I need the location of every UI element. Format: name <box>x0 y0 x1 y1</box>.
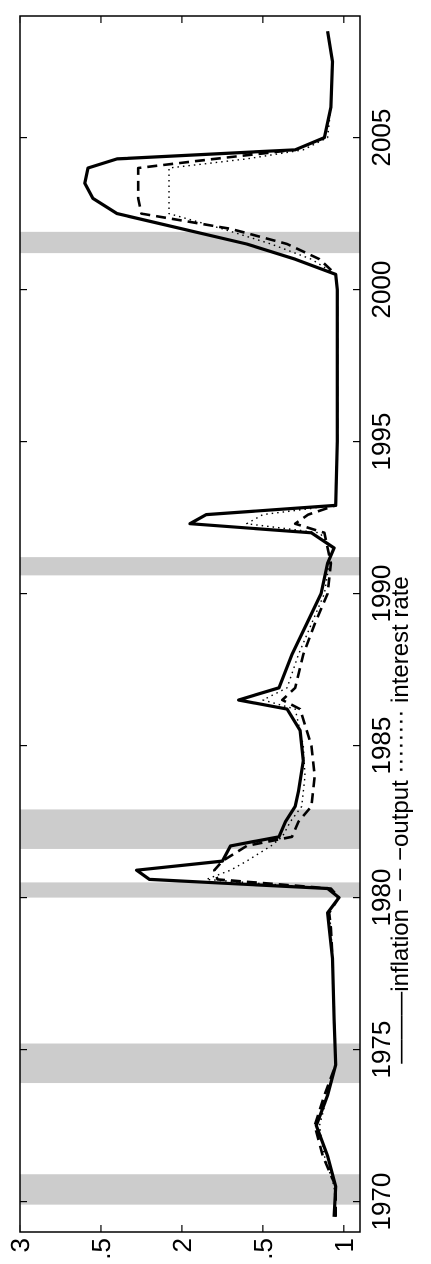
y-tick-label: 1.5 <box>248 1238 278 1259</box>
x-tick-label: 1990 <box>366 565 396 623</box>
x-tick-label: 1970 <box>366 1173 396 1231</box>
recession-band <box>20 1043 360 1084</box>
recession-band <box>20 557 360 576</box>
series-line-inflation <box>83 30 341 1217</box>
recession-band <box>20 882 360 898</box>
recession-band <box>20 809 360 849</box>
x-tick-label: 2000 <box>366 261 396 319</box>
legend: ———inflation − − −output ········ intere… <box>387 576 414 1064</box>
y-tick-label: 1 <box>329 1238 359 1252</box>
plot-layer: 1970 1975 1980 1985 1990 1995 2000 2005 1 1.5 2 2.5… <box>5 15 396 1264</box>
series-line-interest-rate <box>168 31 338 1217</box>
x-tick-label: 1980 <box>366 869 396 927</box>
series-line-output <box>136 30 341 1217</box>
recession-band <box>20 231 360 254</box>
recession-band <box>20 1174 360 1205</box>
y-tick-label: 2 <box>167 1238 197 1252</box>
x-tick-label: 1975 <box>366 1021 396 1079</box>
x-tick-label: 1985 <box>366 717 396 775</box>
plot-frame <box>19 15 361 1233</box>
x-tick-label: 1995 <box>366 413 396 471</box>
y-tick-label: 3 <box>5 1238 35 1252</box>
legend-text: ———inflation − − −output ········ intere… <box>387 576 414 1064</box>
y-tick-label: 2.5 <box>86 1238 116 1259</box>
x-tick-label: 2005 <box>366 109 396 167</box>
